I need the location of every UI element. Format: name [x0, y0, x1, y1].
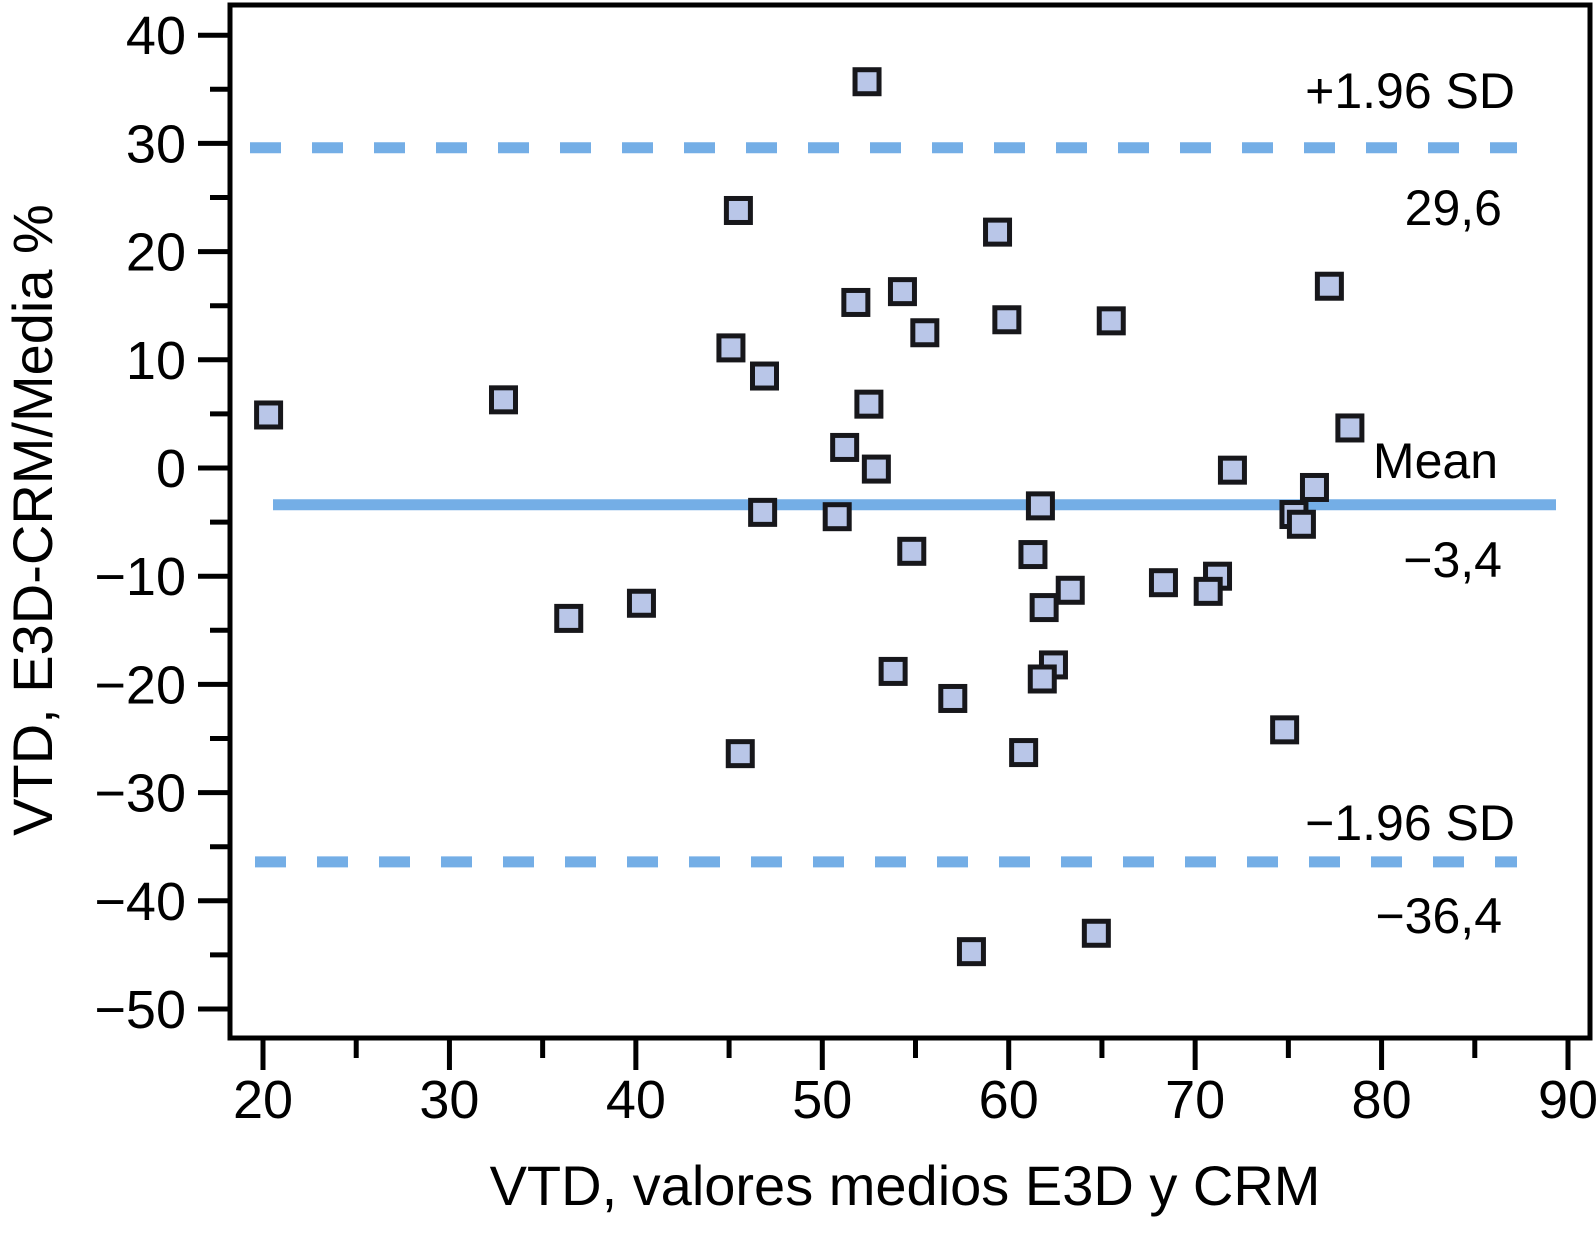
data-point-marker [1029, 593, 1059, 623]
data-point-marker [1055, 575, 1085, 605]
data-point-marker [1193, 576, 1223, 606]
data-point-marker [554, 603, 584, 633]
data-point-marker [1270, 715, 1300, 745]
y-tick-label: −30 [94, 764, 186, 824]
data-point-marker [1299, 472, 1329, 502]
data-point-marker [1286, 509, 1316, 539]
data-point-marker [626, 588, 656, 618]
y-tick-label: 30 [126, 114, 186, 174]
data-point-marker [748, 497, 778, 527]
y-tick-label: −50 [94, 980, 186, 1040]
data-point-marker [1096, 306, 1126, 336]
data-point-marker [854, 389, 884, 419]
data-point-marker [254, 400, 284, 430]
x-tick-label: 30 [419, 1070, 479, 1130]
data-point-marker [1217, 455, 1247, 485]
y-tick-label: −10 [94, 547, 186, 607]
data-point-marker [910, 318, 940, 348]
data-point-marker [716, 333, 746, 363]
x-tick-label: 20 [233, 1070, 293, 1130]
data-point-marker [983, 217, 1013, 247]
data-point-marker [1025, 491, 1055, 521]
data-point-marker [749, 361, 779, 391]
y-tick-label: 10 [126, 331, 186, 391]
axes [198, 2, 1593, 1070]
x-tick-label: 70 [1165, 1070, 1225, 1130]
lower-sd-value: −36,4 [1375, 888, 1502, 944]
data-point-marker [1148, 568, 1178, 598]
upper-sd-value: 29,6 [1405, 180, 1502, 236]
x-tick-label: 90 [1538, 1070, 1596, 1130]
data-point-marker [1027, 664, 1057, 694]
data-point-marker [887, 277, 917, 307]
data-point-marker [488, 385, 518, 415]
data-point-marker [822, 502, 852, 532]
tick-labels: 20 30 40 50 60 70 80 90 40 30 20 10 0 −10 −20 −30 −40 −50 [94, 6, 1596, 1130]
data-point-marker [1009, 738, 1039, 768]
data-point-marker [830, 432, 860, 462]
data-point-marker [992, 305, 1022, 335]
mean-label: Mean [1373, 433, 1498, 489]
data-point-marker [861, 454, 891, 484]
scatter-points [254, 67, 1365, 967]
y-axis-title: VTD, E3D-CRM/Media % [1, 204, 64, 836]
data-point-marker [1018, 540, 1048, 570]
y-tick-label: −20 [94, 655, 186, 715]
data-point-marker [723, 195, 753, 225]
x-tick-label: 60 [979, 1070, 1039, 1130]
mean-value: −3,4 [1403, 532, 1502, 588]
x-tick-label: 50 [792, 1070, 852, 1130]
lower-sd-label: −1.96 SD [1305, 795, 1515, 851]
y-tick-label: −40 [94, 872, 186, 932]
data-point-marker [956, 937, 986, 967]
reference-lines [250, 142, 1556, 868]
x-tick-label: 40 [606, 1070, 666, 1130]
data-point-marker [852, 67, 882, 97]
data-point-marker [938, 683, 968, 713]
data-point-marker [1314, 271, 1344, 301]
x-tick-label: 80 [1352, 1070, 1412, 1130]
y-tick-label: 20 [126, 223, 186, 283]
y-tick-label: 40 [126, 6, 186, 66]
data-point-marker [841, 287, 871, 317]
data-point-marker [1335, 413, 1365, 443]
x-axis-title: VTD, valores medios E3D y CRM [490, 1154, 1321, 1217]
data-point-marker [878, 656, 908, 686]
data-point-marker [897, 536, 927, 566]
data-point-marker [1081, 918, 1111, 948]
data-point-marker [725, 739, 755, 769]
upper-sd-label: +1.96 SD [1305, 63, 1515, 119]
y-tick-label: 0 [156, 439, 186, 499]
